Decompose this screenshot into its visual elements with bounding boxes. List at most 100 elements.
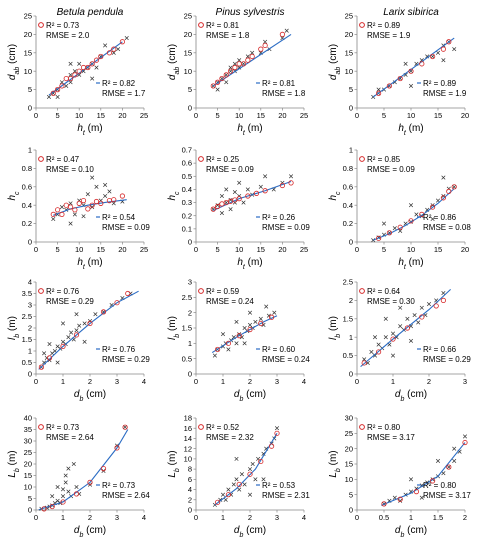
observed-point	[228, 197, 233, 202]
observed-point	[234, 477, 239, 482]
fit-line	[38, 290, 139, 370]
predicted-point	[440, 297, 446, 303]
observed-point	[376, 87, 381, 92]
y-axis-label: dab (cm)	[328, 44, 342, 80]
observed-point	[247, 310, 253, 315]
predicted-point	[98, 200, 104, 206]
y-axis-label: Lb (m)	[328, 450, 342, 477]
observed-point	[219, 211, 224, 216]
observed-point	[237, 65, 242, 70]
x-tick-label: 5	[382, 111, 386, 120]
y-tick-label: 0.8	[343, 164, 353, 173]
predicted-point	[73, 332, 80, 338]
y-tick-label: 5	[349, 490, 353, 499]
x-tick-label: 0	[34, 111, 38, 120]
observed-point	[46, 94, 52, 100]
y-tick-label: 0	[28, 506, 32, 515]
stats-r2-fit: R² = 0.89	[423, 79, 457, 88]
stats-r2-fit: R² = 0.54	[102, 213, 136, 222]
predicted-point	[451, 184, 457, 190]
predicted-point	[419, 314, 425, 320]
observed-point	[69, 330, 74, 335]
observed-point	[362, 357, 367, 362]
stats-marker-pred	[38, 424, 44, 430]
y-tick-label: 2	[28, 324, 32, 333]
stats-rmse-pred: RMSE = 0.30	[367, 297, 415, 306]
stats-r2-fit: R² = 0.82	[102, 79, 136, 88]
x-tick-label: 2	[88, 377, 92, 386]
observed-point	[392, 226, 397, 231]
x-tick-label: 5	[56, 245, 60, 254]
y-tick-label: 1.5	[182, 324, 192, 333]
predicted-point	[245, 193, 251, 199]
y-tick-label: 25	[345, 429, 353, 438]
observed-point	[82, 321, 87, 326]
observed-point	[64, 83, 69, 88]
stats-rmse-fit: RMSE = 1.7	[102, 89, 146, 98]
predicted-point	[247, 471, 253, 477]
y-tick-label: 0	[28, 104, 32, 113]
predicted-point	[258, 320, 264, 326]
x-tick-label: 2	[248, 513, 252, 522]
observed-point	[68, 80, 73, 85]
observed-point	[261, 477, 266, 482]
x-tick-label: 2	[427, 377, 431, 386]
y-tick-label: 0.4	[343, 201, 353, 210]
predicted-point	[429, 53, 436, 60]
observed-point	[228, 65, 233, 70]
observed-point	[90, 175, 95, 180]
predicted-point	[50, 211, 56, 217]
predicted-point	[258, 46, 264, 52]
stats-r2-pred: R² = 0.52	[206, 423, 240, 432]
stats-rmse-pred: RMSE = 2.32	[206, 433, 254, 442]
observed-point	[51, 216, 56, 222]
predicted-point	[249, 53, 255, 60]
stats-marker-pred	[38, 22, 44, 28]
x-tick-label: 20	[118, 111, 126, 120]
observed-point	[47, 342, 52, 347]
predicted-point	[397, 75, 403, 82]
y-tick-label: 1	[28, 146, 32, 155]
observed-point	[398, 498, 403, 503]
predicted-point	[446, 464, 452, 470]
predicted-point	[67, 75, 74, 82]
observed-point	[253, 319, 258, 324]
predicted-point	[100, 465, 107, 472]
y-tick-label: 0	[28, 370, 32, 379]
predicted-point	[429, 204, 436, 210]
predicted-point	[429, 478, 436, 484]
observed-point	[247, 492, 253, 497]
observed-point	[77, 323, 82, 328]
observed-point	[82, 339, 87, 344]
x-tick-label: 20	[461, 111, 469, 120]
observed-point	[372, 335, 378, 340]
predicted-point	[89, 202, 95, 208]
predicted-point	[49, 503, 55, 510]
x-axis-label: ht (m)	[398, 123, 423, 137]
y-tick-label: 0.2	[182, 211, 192, 220]
fit-line	[372, 188, 455, 241]
stats-marker-pred	[359, 288, 365, 294]
x-tick-label: 15	[257, 245, 265, 254]
predicted-point	[232, 64, 238, 71]
stats-rmse-pred: RMSE = 0.10	[46, 165, 94, 174]
predicted-point	[375, 235, 382, 241]
observed-point	[376, 342, 381, 347]
y-axis-label: hc	[328, 191, 342, 201]
stats-r2-fit: R² = 0.86	[423, 213, 457, 222]
predicted-point	[375, 90, 382, 96]
observed-point	[220, 492, 226, 497]
predicted-point	[219, 75, 225, 82]
observed-point	[408, 477, 414, 482]
y-tick-label: 15	[345, 460, 353, 469]
observed-point	[284, 28, 289, 33]
y-tick-label: 0	[188, 238, 192, 247]
predicted-point	[375, 349, 382, 355]
x-tick-label: 1	[61, 377, 65, 386]
panel-title: Larix sibirica	[383, 7, 439, 18]
fit-line	[213, 181, 292, 211]
observed-point	[288, 174, 294, 179]
observed-point	[398, 76, 403, 81]
